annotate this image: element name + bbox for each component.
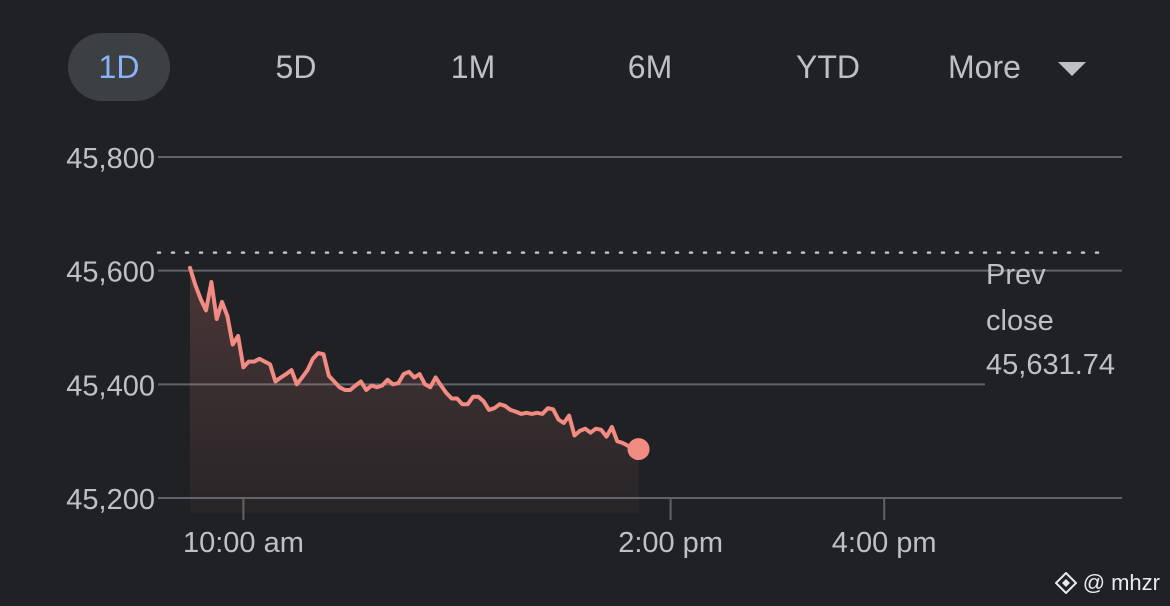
x-tick-label: 2:00 pm xyxy=(618,527,723,559)
x-tick-label: 10:00 am xyxy=(183,527,304,559)
prev-close-line2: close xyxy=(986,305,1054,337)
price-line xyxy=(188,265,641,452)
range-tabs: 1D 5D 1M 6M YTD More xyxy=(0,0,1170,110)
watermark: @ mhzr xyxy=(1054,570,1160,596)
prev-close-label: Prev close 45,631.74 xyxy=(986,259,1115,381)
tab-1d[interactable]: 1D xyxy=(68,33,170,101)
more-dropdown[interactable]: More xyxy=(935,33,1105,101)
y-tick-label: 45,400 xyxy=(66,370,155,402)
tab-ytd[interactable]: YTD xyxy=(796,49,860,85)
chevron-down-icon xyxy=(1058,62,1086,76)
tab-6m[interactable]: 6M xyxy=(627,49,673,85)
watermark-at: @ xyxy=(1082,570,1106,595)
tab-1m[interactable]: 1M xyxy=(450,49,496,85)
watermark-handle: mhzr xyxy=(1111,570,1160,595)
prev-close-line1: Prev xyxy=(986,259,1046,291)
last-price-dot xyxy=(627,438,650,461)
x-tick-label: 4:00 pm xyxy=(832,527,937,559)
tab-5d[interactable]: 5D xyxy=(275,49,317,85)
y-tick-label: 45,600 xyxy=(66,257,155,289)
more-label: More xyxy=(948,49,1021,85)
prev-close-value: 45,631.74 xyxy=(986,349,1115,381)
price-area xyxy=(190,267,639,513)
diamond-logo-icon xyxy=(1054,572,1077,594)
y-tick-label: 45,800 xyxy=(66,143,155,175)
y-tick-label: 45,200 xyxy=(66,484,155,516)
